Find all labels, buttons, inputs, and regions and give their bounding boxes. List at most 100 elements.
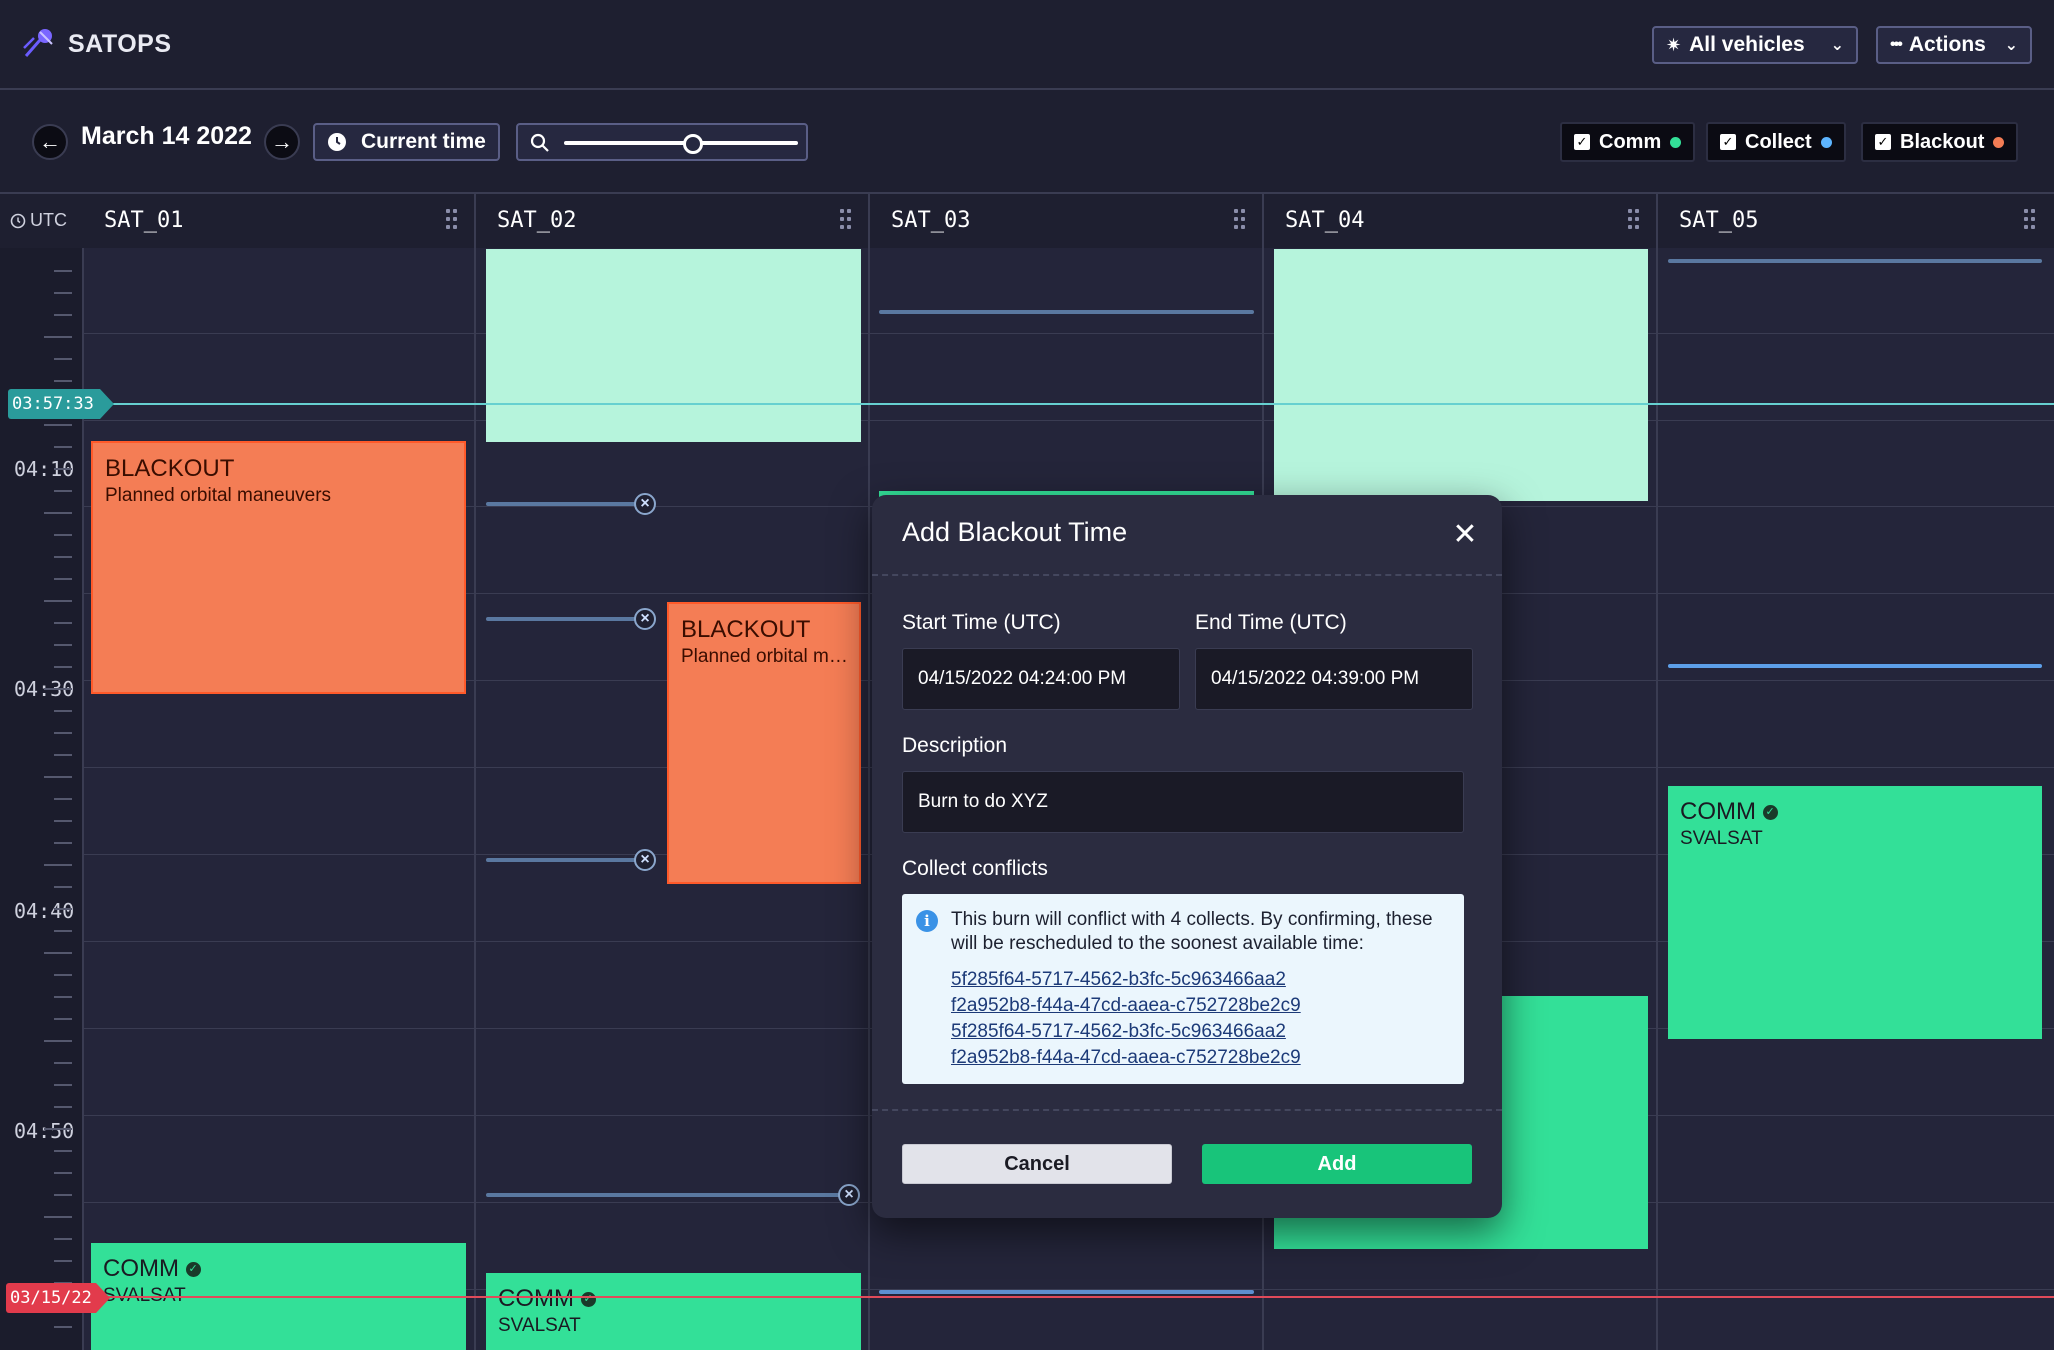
current-time-badge: 03:57:33 <box>8 389 114 419</box>
collect-event[interactable] <box>486 249 861 442</box>
grid-line <box>83 333 2054 334</box>
collect-event[interactable] <box>1274 249 1648 501</box>
comm-event[interactable]: COMM ✓ SVALSAT <box>1668 786 2042 1039</box>
column-divider <box>474 194 476 1350</box>
ruler-tick <box>44 1216 72 1218</box>
conflict-link[interactable]: f2a952b8-f44a-47cd-aaea-c752728be2c9 <box>951 1047 1301 1068</box>
ruler-tick <box>54 358 72 360</box>
vehicles-dropdown[interactable]: ✷ All vehicles ⌄ <box>1652 26 1858 64</box>
ruler-tick <box>54 644 72 646</box>
collect-marker[interactable] <box>486 858 644 862</box>
column-divider <box>1656 194 1658 1350</box>
close-icon[interactable]: ✕ <box>1452 518 1478 551</box>
collect-marker[interactable] <box>879 1290 1254 1294</box>
zoom-slider-track[interactable] <box>564 141 798 145</box>
filter-comm-label: Comm <box>1599 130 1662 153</box>
current-time-button[interactable]: Current time <box>313 123 500 161</box>
event-type: COMM ✓ <box>498 1285 596 1313</box>
satellite-logo-icon <box>23 29 53 57</box>
collect-marker[interactable] <box>486 502 644 506</box>
ruler-tick <box>54 1018 72 1020</box>
ruler-tick <box>54 886 72 888</box>
vehicles-label: All vehicles <box>1689 33 1805 56</box>
blackout-event[interactable]: BLACKOUT Planned orbital maneuvers <box>667 602 861 884</box>
blackout-event[interactable]: BLACKOUT Planned orbital maneuvers <box>91 441 466 694</box>
add-button[interactable]: Add <box>1202 1144 1472 1184</box>
blackout-color-dot <box>1993 136 2005 148</box>
conflict-link[interactable]: 5f285f64-5717-4562-b3fc-5c963466aa2 <box>951 969 1286 990</box>
toolbar: ← March 14 2022 → Current time ✓ Comm ✓ … <box>0 90 2054 194</box>
arrow-left-icon: ← <box>39 129 61 154</box>
ruler-tick <box>54 622 72 624</box>
filter-collect[interactable]: ✓ Collect <box>1706 122 1846 162</box>
end-time-input[interactable]: 04/15/2022 04:39:00 PM <box>1195 648 1473 710</box>
ruler-tick <box>44 952 72 954</box>
drag-handle-icon[interactable] <box>1628 209 1640 231</box>
collect-marker[interactable] <box>879 310 1254 314</box>
actions-dropdown[interactable]: ••• Actions ⌄ <box>1876 26 2032 64</box>
checkbox-checked-icon: ✓ <box>1720 134 1736 150</box>
collect-marker[interactable] <box>1668 664 2042 668</box>
column-sat-04: SAT_04 <box>1285 208 1365 233</box>
ruler-tick <box>54 534 72 536</box>
filter-blackout[interactable]: ✓ Blackout <box>1861 122 2019 162</box>
chevron-down-icon: ⌄ <box>2004 37 2018 54</box>
ruler-tick <box>54 798 72 800</box>
time-label: 04:40 <box>14 899 75 923</box>
remove-icon[interactable]: × <box>634 608 656 630</box>
event-station: SVALSAT <box>498 1315 581 1336</box>
drag-handle-icon[interactable] <box>2024 209 2036 231</box>
collect-color-dot <box>1820 136 1832 148</box>
column-sat-03: SAT_03 <box>891 208 971 233</box>
description-input[interactable]: Burn to do XYZ <box>902 771 1464 833</box>
ruler-tick <box>54 666 72 668</box>
checkbox-checked-icon: ✓ <box>1875 134 1891 150</box>
collect-marker[interactable] <box>486 1193 848 1197</box>
filter-comm[interactable]: ✓ Comm <box>1560 122 1696 162</box>
grid-line <box>83 420 2054 421</box>
ruler-tick <box>54 578 72 580</box>
ruler-tick <box>54 1260 72 1262</box>
drag-handle-icon[interactable] <box>840 209 852 231</box>
ruler-tick <box>54 490 72 492</box>
ruler-tick <box>44 336 72 338</box>
time-label: 04:50 <box>14 1119 75 1143</box>
timezone-label: UTC <box>10 210 67 231</box>
ruler-tick <box>54 930 72 932</box>
arrow-right-icon: → <box>271 129 293 154</box>
collect-marker[interactable] <box>486 617 644 621</box>
conflict-link[interactable]: 5f285f64-5717-4562-b3fc-5c963466aa2 <box>951 1021 1286 1042</box>
conflicts-label: Collect conflicts <box>902 857 1048 880</box>
remove-icon[interactable]: × <box>634 849 656 871</box>
cancel-button[interactable]: Cancel <box>902 1144 1172 1184</box>
column-divider <box>868 194 870 1350</box>
start-time-input[interactable]: 04/15/2022 04:24:00 PM <box>902 648 1180 710</box>
remove-icon[interactable]: × <box>634 493 656 515</box>
grid-line <box>83 1289 2054 1290</box>
ruler-tick <box>54 292 72 294</box>
drag-handle-icon[interactable] <box>1234 209 1246 231</box>
verified-icon: ✓ <box>580 1292 596 1308</box>
ruler-tick <box>44 776 72 778</box>
comm-event[interactable]: COMM ✓ SVALSAT <box>486 1273 861 1350</box>
previous-day-button[interactable]: ← <box>32 124 68 160</box>
actions-label: Actions <box>1908 33 1986 56</box>
remove-icon[interactable]: × <box>838 1184 860 1206</box>
ruler-tick <box>54 1194 72 1196</box>
ruler-tick <box>54 842 72 844</box>
divider <box>872 574 1502 576</box>
brand[interactable]: SATOPS <box>22 24 172 64</box>
next-day-button[interactable]: → <box>264 124 300 160</box>
comm-color-dot <box>1670 136 1682 148</box>
conflict-notice: i This burn will conflict with 4 collect… <box>902 894 1464 1084</box>
info-icon: i <box>916 910 938 932</box>
zoom-slider-handle[interactable] <box>682 134 703 154</box>
conflict-message: This burn will conflict with 4 collects.… <box>951 909 1433 954</box>
conflict-link[interactable]: f2a952b8-f44a-47cd-aaea-c752728be2c9 <box>951 995 1301 1016</box>
column-header-row: UTC SAT_01 SAT_02 SAT_03 SAT_04 SAT_05 <box>0 194 2054 250</box>
drag-handle-icon[interactable] <box>446 209 458 231</box>
clock-icon <box>10 213 26 228</box>
ruler-tick <box>44 424 72 426</box>
collect-marker[interactable] <box>1668 259 2042 263</box>
ruler-tick <box>54 1084 72 1086</box>
